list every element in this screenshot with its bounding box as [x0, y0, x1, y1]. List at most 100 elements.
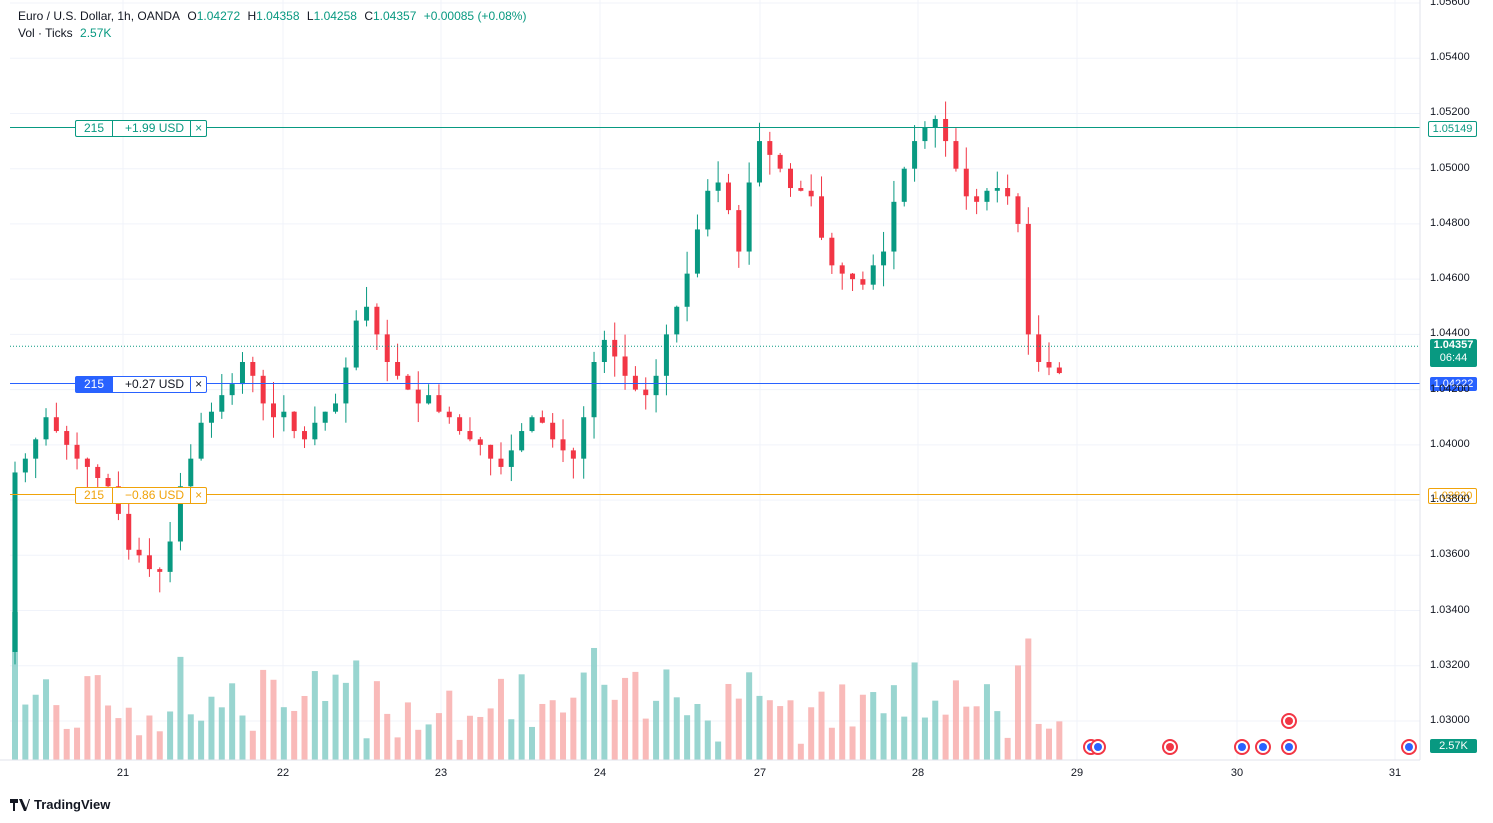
candle-body — [715, 182, 721, 191]
candle-body — [798, 188, 804, 191]
volume-bar — [632, 671, 639, 760]
change-value: +0.00085 (+0.08%) — [423, 9, 527, 23]
candle-body — [229, 384, 235, 396]
candle-body — [105, 477, 111, 487]
volume-bar — [642, 718, 649, 760]
volume-bar — [549, 700, 556, 760]
economic-event-icon[interactable] — [1401, 739, 1417, 755]
volume-bar — [115, 718, 122, 760]
high-value: 1.04358 — [256, 9, 300, 23]
order-tag-take-profit[interactable]: 215 +1.99 USD × — [75, 119, 208, 137]
candle-body — [974, 196, 980, 202]
volume-bar — [136, 735, 143, 760]
candle-body — [384, 334, 390, 362]
volume-bar — [880, 713, 887, 760]
candle-body — [953, 141, 959, 169]
time-tick-label: 24 — [593, 767, 607, 779]
candle-body — [312, 422, 318, 440]
candle-body — [674, 306, 680, 335]
volume-bar — [249, 730, 256, 760]
candle-body — [663, 334, 669, 376]
economic-event-icon[interactable] — [1281, 739, 1297, 755]
volume-bar — [973, 706, 980, 760]
candle-body — [446, 411, 452, 418]
order-tag-position[interactable]: 215 +0.27 USD × — [75, 375, 208, 393]
candle-body — [601, 339, 607, 362]
price-tick-label: 1.03400 — [1430, 603, 1470, 616]
close-icon[interactable]: × — [190, 376, 206, 392]
volume-bar — [53, 705, 60, 760]
candle-body — [22, 458, 28, 473]
candle-body — [870, 265, 876, 285]
order-qty: 215 — [76, 376, 114, 392]
time-tick-label: 29 — [1070, 767, 1084, 779]
volume-bar — [280, 707, 287, 760]
tradingview-logo[interactable]: TradingView — [10, 797, 110, 812]
volume-bar — [22, 704, 29, 760]
volume-bar — [43, 679, 50, 760]
volume-bar — [756, 695, 763, 760]
chart-grid — [10, 0, 1420, 760]
candle-body — [529, 417, 535, 432]
time-tick-label: 27 — [753, 767, 767, 779]
candle-body — [64, 431, 70, 445]
candle-body — [457, 417, 463, 432]
volume-bar — [797, 743, 804, 760]
volume-bar — [456, 739, 463, 760]
volume-bar — [260, 669, 267, 760]
price-tick-label: 1.04200 — [1430, 382, 1470, 395]
close-icon[interactable]: × — [190, 120, 206, 136]
volume-bar — [12, 611, 18, 760]
us-flag-icon[interactable] — [1162, 739, 1178, 755]
volume-bar — [32, 694, 39, 760]
candle-body — [126, 513, 132, 550]
candle-body — [891, 201, 897, 252]
volume-bar — [1035, 723, 1042, 760]
volume-bar — [963, 706, 970, 760]
candle-body — [1036, 334, 1042, 362]
economic-event-icon[interactable] — [1234, 739, 1250, 755]
volume-bar — [146, 715, 153, 760]
volume-bar — [684, 715, 691, 760]
candle-body — [146, 555, 152, 570]
volume-bar — [787, 700, 794, 760]
price-tag-take-profit: 1.05149 — [1428, 120, 1477, 137]
candle-body — [932, 118, 938, 128]
candle-body — [963, 168, 969, 197]
volume-bar — [322, 700, 329, 760]
volume-bar — [239, 715, 246, 760]
candle-body — [508, 450, 514, 467]
volume-label: Vol · Ticks — [18, 26, 73, 40]
volume-bar — [932, 700, 939, 760]
time-tick-label: 28 — [911, 767, 925, 779]
chart-legend: Euro / U.S. Dollar, 1h, OANDA O1.04272 H… — [18, 9, 527, 40]
open-value: 1.04272 — [196, 9, 241, 23]
order-qty: 215 — [76, 120, 114, 136]
volume-price-tag: 2.57K — [1430, 739, 1477, 753]
candle-body — [653, 375, 659, 396]
price-tick-label: 1.04400 — [1430, 327, 1470, 340]
candle-body — [994, 188, 1000, 191]
price-tick-label: 1.05200 — [1430, 106, 1470, 119]
candle-body — [1025, 223, 1031, 335]
volume-bar — [694, 703, 701, 760]
candle-body — [1005, 188, 1011, 197]
candle-body — [364, 306, 370, 321]
us-flag-icon[interactable] — [1281, 713, 1297, 729]
volume-bar — [167, 711, 174, 760]
candle-body — [467, 431, 473, 440]
candle-body — [353, 320, 359, 368]
volume-bar — [611, 699, 618, 760]
volume-bar — [777, 706, 784, 760]
candle-body — [436, 395, 442, 412]
economic-event-icon[interactable] — [1255, 739, 1271, 755]
economic-event-icon[interactable] — [1090, 739, 1106, 755]
candle-body — [177, 486, 183, 542]
volume-bar — [839, 684, 846, 760]
candle-body — [167, 541, 173, 572]
volume-bar — [766, 700, 773, 760]
close-icon[interactable]: × — [190, 487, 206, 503]
volume-bar — [229, 683, 236, 760]
order-tag-stop-loss[interactable]: 215 −0.86 USD × — [75, 486, 208, 504]
